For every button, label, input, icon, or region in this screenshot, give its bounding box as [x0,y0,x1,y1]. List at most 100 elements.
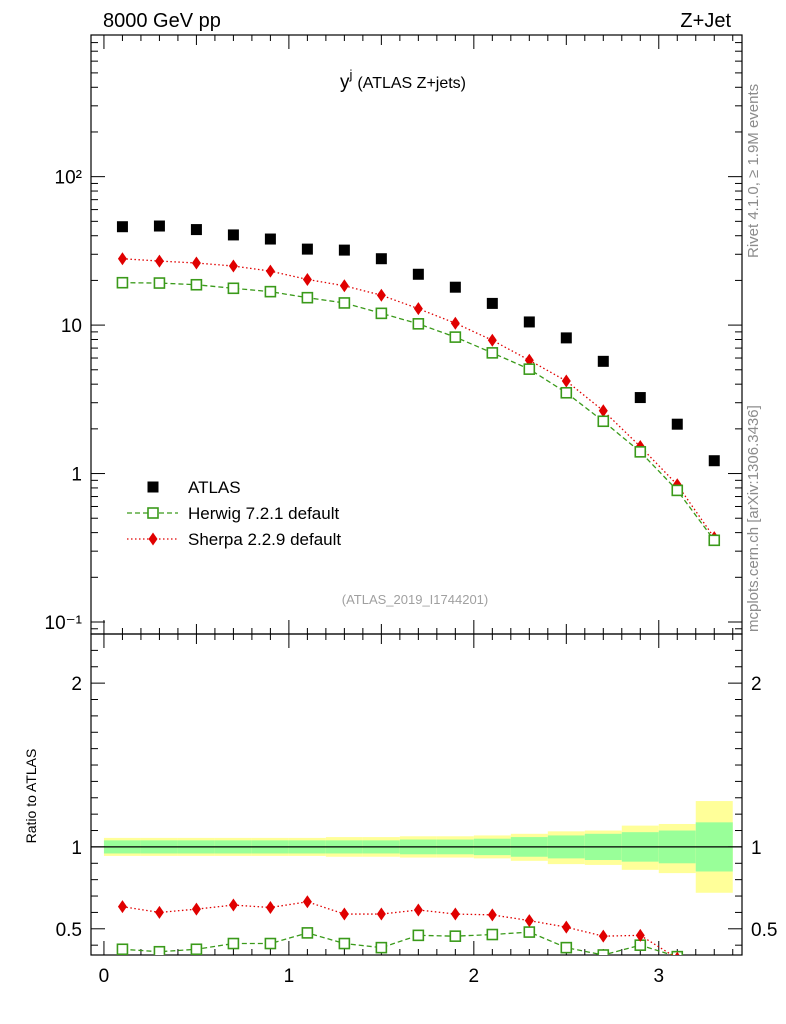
main-data-point [671,418,683,430]
ratio-data-point [265,901,275,915]
legend-label: Sherpa 2.2.9 default [188,530,341,549]
main-y-ticks [91,34,742,630]
ratio-data-point [709,957,719,967]
ratio-data-point [561,920,571,934]
main-data-point [190,278,203,291]
ratio-data-point [228,898,238,912]
ratio-data-point [598,929,608,943]
main-data-point [228,259,238,273]
main-data-point [412,318,425,330]
ratio-frame [90,633,743,956]
main-series-herwig [116,276,721,547]
main-data-point [561,374,571,388]
ratio-data-point [227,937,240,950]
main-data-point [264,233,276,245]
main-data-point [117,252,127,266]
legend-label: Herwig 7.2.1 default [188,504,339,523]
ratio-data-point [339,907,349,921]
ratio-data-point [523,926,536,938]
rivet-version-label: Rivet 4.1.0, ≥ 1.9M events [745,83,762,258]
ratio-data-point [190,943,203,955]
main-data-point [301,291,314,304]
ratio-data-point [413,903,423,917]
main-data-point [190,224,202,236]
mcplots-label: mcplots.cern.ch [arXiv:1306.3436] [745,405,762,632]
main-y-tick-label: 10 [61,316,82,337]
main-data-point [634,446,647,458]
main-data-point [153,277,166,289]
x-tick-label: 2 [469,966,480,987]
header-right: Z+Jet [680,10,731,32]
main-data-point [302,272,312,286]
main-series-sherpa [117,252,719,545]
ratio-data-point [710,955,719,968]
main-data-point [227,282,240,295]
ratio-data-point [376,907,386,921]
ratio-data-point [675,951,680,955]
ratio-data-point [486,928,499,941]
main-data-point [338,244,350,256]
ratio-data-point [302,895,312,909]
legend: ATLAS Herwig 7.2.1 default Sherpa 2.2.9 de… [127,478,341,549]
x-tick-label: 3 [653,966,664,987]
analysis-watermark: (ATLAS_2019_I1744201) [342,592,488,607]
main-data-point [560,332,572,344]
ratio-y-tick-label: 0.5 [56,920,82,941]
main-data-point [376,288,386,302]
main-data-point [153,220,165,232]
chart-title-main: y [340,72,350,93]
ratio-y-tick-label: 1 [71,838,82,859]
ratio-y-tick-label-right: 2 [751,674,762,695]
ratio-data-point [487,908,497,922]
main-data-point [523,316,535,328]
main-data-point [227,229,239,241]
main-y-tick-label: 1 [71,465,82,486]
legend-marker [147,507,159,519]
ratio-data-point [635,928,645,942]
ratio-data-point [597,949,610,955]
main-data-point [116,276,129,289]
main-data-point [449,281,461,293]
main-data-point [560,386,573,399]
legend-marker [147,481,159,493]
ratio-data-point [412,929,425,942]
main-y-tick-label: 10² [55,168,82,189]
legend-marker [148,532,158,546]
chart-title-rest: (ATLAS Z+jets) [357,75,466,92]
main-data-point [412,268,424,280]
ratio-y-tick-label-right: 0.5 [751,920,777,941]
main-data-point [597,415,610,428]
main-data-point [154,254,164,268]
main-data-point [264,285,277,298]
main-series-atlas [116,220,720,467]
main-data-point [375,307,388,320]
main-data-point [487,333,497,347]
ratio-data-point [338,937,351,950]
main-y-tick-label: 10⁻¹ [45,613,83,634]
main-data-point [634,392,646,404]
ratio-y-axis-label: Ratio to ATLAS [23,749,39,844]
main-data-point [265,264,275,278]
main-data-point [486,297,498,309]
main-data-point [708,534,721,547]
main-data-point [708,455,720,467]
header-left: 8000 GeV pp [103,10,221,32]
ratio-y-tick-label-right: 1 [751,838,762,859]
main-data-point [413,302,423,316]
main-data-point [597,355,609,367]
main-data-point [375,253,387,265]
main-data-point [338,297,351,309]
main-data-point [191,256,201,270]
ratio-data-point [191,902,201,916]
main-data-point [339,279,349,293]
ratio-data-point [153,945,166,955]
ratio-y-ticks [91,649,742,946]
main-data-point [301,243,313,255]
ratio-data-point [154,905,164,919]
ratio-data-point [450,907,460,921]
x-tick-label: 1 [284,966,295,987]
main-data-point [671,484,684,497]
ratio-data-point [524,914,534,928]
ratio-data-point [264,937,277,950]
ratio-data-point [117,900,127,914]
